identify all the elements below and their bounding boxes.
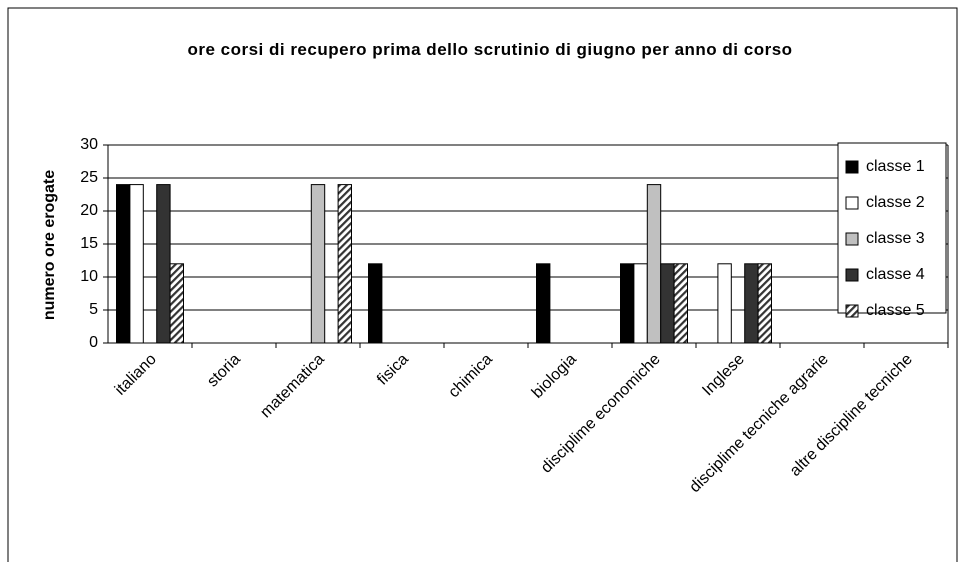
y-tick-label: 5 <box>89 301 98 318</box>
legend-swatch <box>845 232 859 246</box>
legend-swatch <box>845 268 859 282</box>
bar <box>660 263 675 344</box>
bar <box>717 263 732 344</box>
bar <box>116 184 131 344</box>
y-tick-label: 15 <box>80 235 98 252</box>
bar <box>536 263 551 344</box>
bar <box>673 263 688 344</box>
legend-swatch <box>845 304 859 318</box>
bar <box>368 263 383 344</box>
bar <box>646 184 662 344</box>
legend-label: classe 4 <box>866 266 925 283</box>
bar <box>633 263 648 344</box>
y-tick-label: 10 <box>80 268 98 285</box>
legend-label: classe 3 <box>866 230 925 247</box>
chart-title: ore corsi di recupero prima dello scruti… <box>187 40 793 59</box>
y-axis-title: numero ore erogate <box>41 170 58 320</box>
legend-label: classe 5 <box>866 302 925 319</box>
y-tick-label: 0 <box>89 334 98 351</box>
bar <box>129 184 144 344</box>
bar <box>310 184 326 344</box>
legend-label: classe 1 <box>866 158 925 175</box>
bar <box>744 263 759 344</box>
legend-swatch <box>845 196 859 210</box>
legend-swatch <box>845 160 859 174</box>
bar <box>337 184 353 344</box>
legend-label: classe 2 <box>866 194 925 211</box>
y-tick-label: 30 <box>80 136 98 153</box>
bar <box>620 263 635 344</box>
y-tick-label: 20 <box>80 202 98 219</box>
bar <box>156 184 171 344</box>
bar <box>169 263 185 344</box>
bar <box>757 263 772 344</box>
chart-border <box>7 7 958 562</box>
y-tick-label: 25 <box>80 169 98 186</box>
